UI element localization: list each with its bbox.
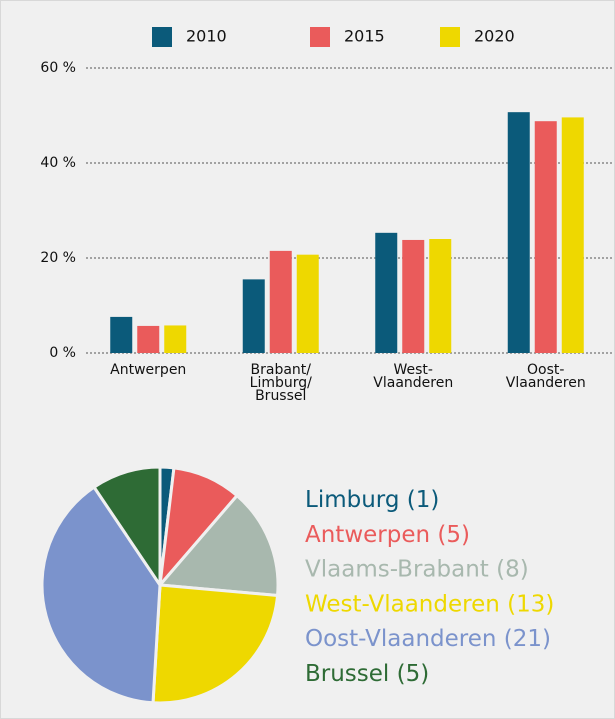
pie-slice (151, 583, 280, 705)
legend-name: Vlaams-Brabant (305, 556, 489, 582)
legend-value: (21) (504, 626, 551, 652)
bar (164, 325, 187, 353)
bar (375, 232, 398, 353)
legend-label: Vlaams-Brabant (8) (305, 556, 529, 582)
y-tick-label: 20 % (40, 250, 76, 266)
x-tick-label: Antwerpen (110, 362, 186, 378)
y-tick-label: 40 % (40, 155, 76, 171)
legend-value: (8) (496, 556, 529, 582)
bar (269, 250, 292, 353)
bar (110, 316, 133, 353)
bar (534, 121, 557, 353)
bar (402, 239, 425, 353)
legend-value: (13) (507, 591, 554, 617)
legend-name: Limburg (305, 487, 399, 513)
legend-label: Oost-Vlaanderen (21) (305, 626, 551, 652)
legend-label: 2010 (186, 27, 227, 46)
pie-slice (156, 493, 280, 598)
legend-swatch (440, 27, 460, 47)
x-tick-label: Oost-Vlaanderen (506, 362, 586, 391)
legend-name: Oost-Vlaanderen (305, 626, 496, 652)
legend-name: Brussel (305, 661, 389, 687)
legend-swatch (310, 27, 330, 47)
bar (429, 239, 452, 353)
legend-swatch (152, 27, 172, 47)
legend-label: Brussel (5) (305, 661, 429, 687)
legend-name: Antwerpen (305, 521, 430, 547)
legend-value: (5) (397, 661, 430, 687)
pie-slice (40, 485, 162, 705)
legend-label: 2020 (474, 27, 515, 46)
bar (296, 254, 319, 353)
y-tick-label: 60 % (40, 60, 76, 76)
legend-value: (1) (407, 487, 440, 513)
legend-label: West-Vlaanderen (13) (305, 591, 554, 617)
legend-label: 2015 (344, 27, 385, 46)
bar (507, 112, 530, 353)
bar (561, 117, 584, 354)
legend-name: West-Vlaanderen (305, 591, 500, 617)
legend-label: Limburg (1) (305, 487, 439, 513)
pie-slice (91, 465, 162, 590)
bar (137, 325, 160, 353)
x-tick-label: Brabant/Limburg/Brussel (250, 362, 312, 404)
y-tick-label: 0 % (49, 345, 76, 361)
x-tick-label: West-Vlaanderen (373, 362, 453, 391)
legend-value: (5) (437, 521, 470, 547)
bar (242, 279, 265, 353)
legend-label: Antwerpen (5) (305, 521, 470, 547)
